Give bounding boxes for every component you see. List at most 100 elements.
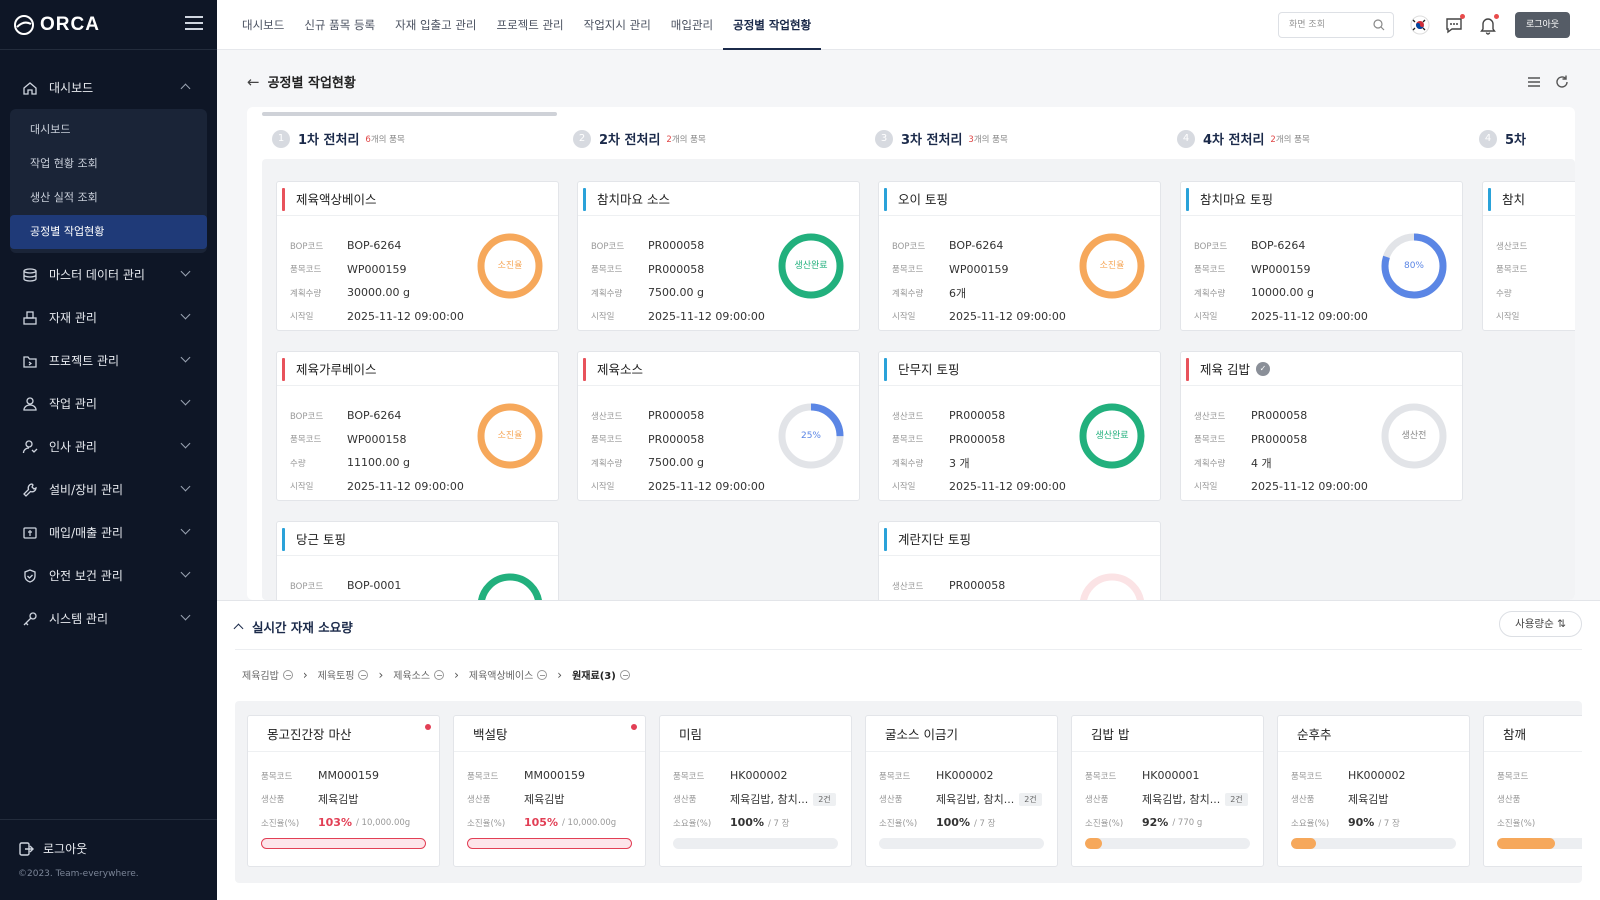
sidebar-group-0[interactable]: 대시보드 bbox=[0, 66, 217, 109]
collapse-circle-icon[interactable] bbox=[358, 669, 369, 680]
language-flag-icon[interactable] bbox=[1409, 14, 1431, 36]
worker-icon bbox=[22, 396, 38, 412]
chevron-down-icon[interactable] bbox=[180, 352, 191, 363]
detail-value: PR000058 bbox=[1251, 432, 1308, 446]
chevron-up-icon[interactable] bbox=[180, 83, 191, 94]
sidebar-group-8[interactable]: 안전 보건 관리 bbox=[0, 554, 217, 597]
chevron-down-icon[interactable] bbox=[180, 610, 191, 621]
detail-value: 6개 bbox=[949, 286, 967, 300]
chevron-down-icon[interactable] bbox=[180, 567, 191, 578]
material-card[interactable]: 순후추 품목코드 HK000002 생산품 제육김밥 소요율(%) 90%/ 7 장 bbox=[1277, 715, 1470, 867]
process-card[interactable]: 참치 생산코드 품목코드 수량 시작일 bbox=[1482, 181, 1575, 331]
collapse-circle-icon[interactable] bbox=[619, 669, 630, 680]
material-card[interactable]: 미림 품목코드 HK000002 생산품 제육김밥, 참치... 2건 소요율(%) 100%… bbox=[659, 715, 852, 867]
back-arrow-icon[interactable]: ← bbox=[247, 72, 260, 91]
search-icon[interactable] bbox=[1373, 19, 1385, 31]
nav-item[interactable]: 매입관리 bbox=[670, 17, 714, 32]
menu-toggle-icon[interactable] bbox=[185, 16, 203, 30]
sort-button[interactable]: 사용량순 ⇅ bbox=[1499, 611, 1582, 637]
usage-progress-bar bbox=[673, 838, 838, 849]
stage-header: 3 3차 전처리 3개의 품목 bbox=[875, 129, 1008, 148]
detail-row: 계획수량 10000.00 g bbox=[1194, 281, 1368, 305]
process-card[interactable]: 당근 토핑 BOP코드 BOP-0001 bbox=[276, 521, 559, 600]
material-card[interactable]: 몽고진간장 마산 품목코드 MM000159 생산품 제육김밥 소진율(%) 103%/ 1… bbox=[247, 715, 440, 867]
logout-button[interactable]: 로그아웃 bbox=[1515, 12, 1570, 38]
collapse-circle-icon[interactable] bbox=[282, 669, 293, 680]
sidebar-group-5[interactable]: 인사 관리 bbox=[0, 425, 217, 468]
process-card[interactable]: 참치마요 소스 BOP코드 PR000058 품목코드 PR000058 계획수량 7500… bbox=[577, 181, 860, 331]
nav-item[interactable]: 프로젝트 관리 bbox=[496, 17, 564, 32]
usage-percent: 103% bbox=[318, 816, 352, 830]
sidebar-subitem[interactable]: 생산 실적 조회 bbox=[30, 191, 98, 204]
sidebar-group-7[interactable]: 매입/매출 관리 bbox=[0, 511, 217, 554]
nav-item[interactable]: 신규 품목 등록 bbox=[304, 17, 376, 32]
stage-count-number: 6 bbox=[365, 134, 371, 145]
chevron-down-icon[interactable] bbox=[180, 524, 191, 535]
nav-item[interactable]: 작업지시 관리 bbox=[583, 17, 651, 32]
material-usage-toggle[interactable]: 실시간 자재 소요량 bbox=[233, 617, 353, 636]
detail-label: 생산코드 bbox=[1496, 241, 1528, 252]
bell-icon[interactable] bbox=[1477, 14, 1499, 36]
nav-item[interactable]: 대시보드 bbox=[242, 17, 285, 32]
card-title-text: 제육가루베이스 bbox=[296, 362, 377, 377]
horizontal-scrollbar[interactable] bbox=[262, 112, 557, 116]
breadcrumb-item[interactable]: 원재료(3) bbox=[572, 667, 630, 682]
process-card[interactable]: 제육액상베이스 BOP코드 BOP-6264 품목코드 WP000159 계획수량 3000… bbox=[276, 181, 559, 331]
process-card[interactable]: 단무지 토핑 생산코드 PR000058 품목코드 PR000058 계획수량 3 개 시작일… bbox=[878, 351, 1161, 501]
detail-row: 품목코드 WP000159 bbox=[892, 258, 1066, 282]
product-value: 제육김밥, 참치... bbox=[730, 793, 809, 807]
material-card[interactable]: 굴소스 이금기 품목코드 HK000002 생산품 제육김밥, 참치... 2건 소진율(%… bbox=[865, 715, 1058, 867]
sidebar-subitem[interactable]: 공정별 작업현황 bbox=[10, 215, 207, 249]
breadcrumb-item[interactable]: 제육소스 bbox=[393, 667, 445, 682]
process-card[interactable]: 계란지단 토핑 생산코드 PR000058 bbox=[878, 521, 1161, 600]
stage-title: 3 3차 전처리 3개의 품목 bbox=[875, 129, 1008, 148]
stage-number: 1 bbox=[272, 129, 290, 148]
chevron-down-icon[interactable] bbox=[180, 438, 191, 449]
detail-value: PR000058 bbox=[1251, 409, 1308, 423]
nav-item[interactable]: 공정별 작업현황 bbox=[723, 0, 822, 50]
breadcrumb-item[interactable]: 제육김밥 bbox=[242, 667, 293, 682]
collapse-circle-icon[interactable] bbox=[434, 669, 445, 680]
sidebar-subitem[interactable]: 대시보드 bbox=[30, 123, 71, 136]
chat-icon[interactable] bbox=[1443, 14, 1465, 36]
process-card[interactable]: 제육 김밥 ✓ 생산코드 PR000058 품목코드 PR000058 계획수량 4 개 시작일… bbox=[1180, 351, 1463, 501]
sidebar-group-1[interactable]: 마스터 데이터 관리 bbox=[0, 253, 217, 296]
material-card[interactable]: 백설탕 품목코드 MM000159 생산품 제육김밥 소진율(%) 105%/ 10,000… bbox=[453, 715, 646, 867]
list-view-icon[interactable] bbox=[1526, 74, 1542, 90]
chevron-down-icon[interactable] bbox=[180, 266, 191, 277]
usage-row: 소진율(%) 92%/ 770 g bbox=[1085, 811, 1248, 835]
progress-donut: 80% bbox=[1379, 231, 1449, 301]
money-icon bbox=[22, 525, 38, 541]
chevron-down-icon[interactable] bbox=[180, 395, 191, 406]
sidebar-logout-button[interactable]: 로그아웃 bbox=[18, 840, 199, 857]
chevron-down-icon[interactable] bbox=[180, 309, 191, 320]
process-card[interactable]: 제육가루베이스 BOP코드 BOP-6264 품목코드 WP000158 수량 11100.… bbox=[276, 351, 559, 501]
nav-item[interactable]: 자재 입출고 관리 bbox=[395, 17, 477, 32]
usage-label: 소진율(%) bbox=[1497, 818, 1536, 829]
refresh-icon[interactable] bbox=[1554, 74, 1570, 90]
logo[interactable]: ORCA bbox=[0, 0, 217, 50]
screen-search-input[interactable]: 화면 조회 bbox=[1278, 12, 1394, 38]
sidebar-group-9[interactable]: 시스템 관리 bbox=[0, 597, 217, 640]
collapse-circle-icon[interactable] bbox=[537, 669, 548, 680]
stage-name: 4차 전처리 bbox=[1203, 133, 1265, 148]
code-label: 품목코드 bbox=[1291, 771, 1323, 782]
process-card[interactable]: 참치마요 토핑 BOP코드 BOP-6264 품목코드 WP000159 계획수량 1000… bbox=[1180, 181, 1463, 331]
card-details: BOP코드 BOP-6264 품목코드 WP000159 계획수량 6개 시작일 2025-1… bbox=[892, 234, 1066, 328]
material-card[interactable]: 참깨 품목코드 생산품 소진율(%) bbox=[1483, 715, 1582, 867]
material-card[interactable]: 김밥 밥 품목코드 HK000001 생산품 제육김밥, 참치... 2건 소진율(%) 92… bbox=[1071, 715, 1264, 867]
sidebar-group-2[interactable]: 자재 관리 bbox=[0, 296, 217, 339]
sidebar-group-6[interactable]: 설비/장비 관리 bbox=[0, 468, 217, 511]
sidebar-group-3[interactable]: 프로젝트 관리 bbox=[0, 339, 217, 382]
sidebar-subitem[interactable]: 작업 현황 조회 bbox=[30, 157, 98, 170]
breadcrumb-item[interactable]: 제육액상베이스 bbox=[469, 667, 548, 682]
chevron-down-icon[interactable] bbox=[180, 481, 191, 492]
alert-dot-icon bbox=[631, 724, 637, 730]
card-details: 생산코드 PR000058 bbox=[892, 574, 1005, 598]
process-card[interactable]: 제육소스 생산코드 PR000058 품목코드 PR000058 계획수량 7500.00 … bbox=[577, 351, 860, 501]
sidebar-group-4[interactable]: 작업 관리 bbox=[0, 382, 217, 425]
chevron-up-icon bbox=[233, 623, 244, 634]
breadcrumb-item[interactable]: 제육토핑 bbox=[318, 667, 369, 682]
process-card[interactable]: 오이 토핑 BOP코드 BOP-6264 품목코드 WP000159 계획수량 6개 시작일 2… bbox=[878, 181, 1161, 331]
detail-row: BOP코드 BOP-6264 bbox=[290, 234, 464, 258]
